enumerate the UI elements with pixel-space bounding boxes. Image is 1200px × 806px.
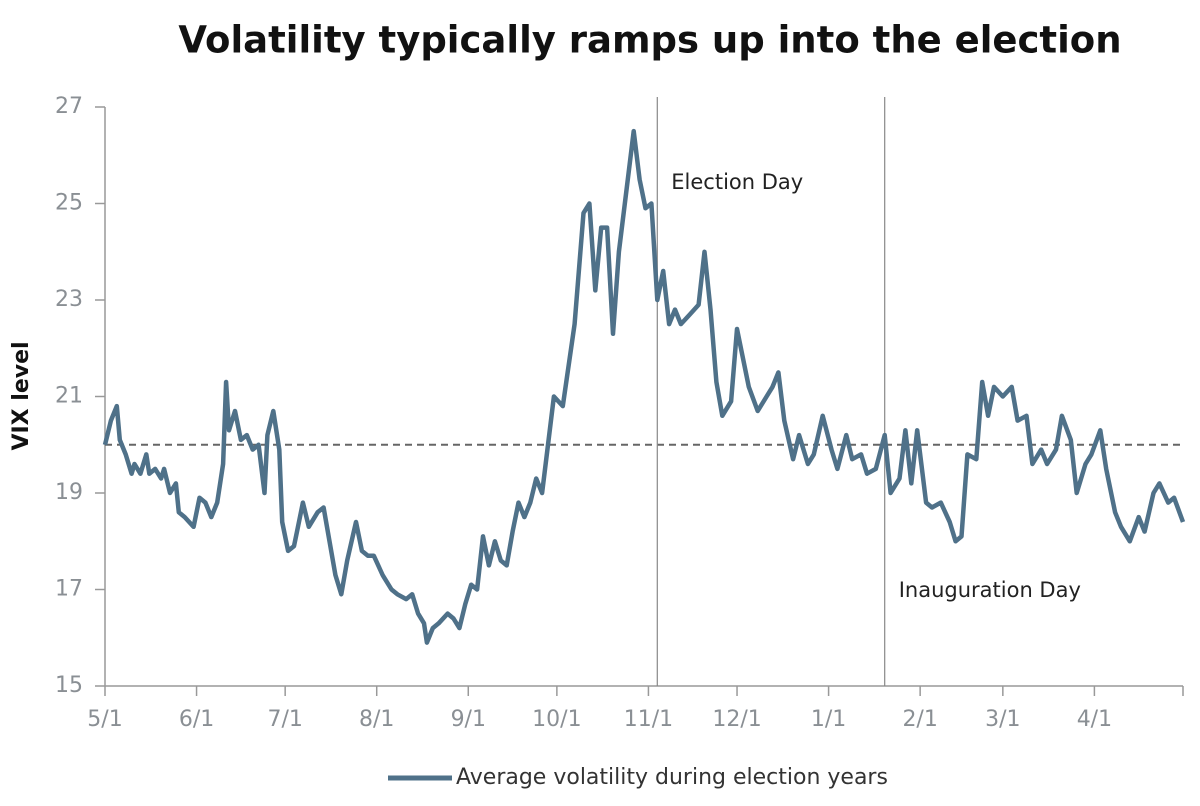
- y-tick-label: 17: [55, 577, 83, 602]
- data-line: [102, 128, 1186, 645]
- event-label: Inauguration Day: [899, 578, 1081, 602]
- x-tick-label: 4/1: [1077, 707, 1112, 732]
- chart-title: Volatility typically ramps up into the e…: [178, 19, 1121, 62]
- y-tick-label: 25: [55, 191, 83, 216]
- x-tick-label: 3/1: [985, 707, 1020, 732]
- legend-label: Average volatility during election years: [456, 765, 888, 790]
- x-tick-label: 7/1: [267, 707, 302, 732]
- x-tick-label: 12/1: [712, 707, 761, 732]
- x-tick-label: 1/1: [811, 707, 846, 732]
- y-axis-label: VIX level: [9, 341, 34, 450]
- y-tick-label: 27: [55, 94, 83, 119]
- x-tick-label: 8/1: [359, 707, 394, 732]
- y-tick-label: 21: [55, 384, 83, 409]
- x-tick-label: 9/1: [451, 707, 486, 732]
- event-label: Election Day: [671, 170, 803, 194]
- y-tick-label: 23: [55, 287, 83, 312]
- x-tick-label: 10/1: [532, 707, 581, 732]
- x-tick-label: 11/1: [624, 707, 673, 732]
- x-tick-label: 2/1: [902, 707, 937, 732]
- y-tick-label: 15: [55, 673, 83, 698]
- x-tick-label: 5/1: [87, 707, 122, 732]
- x-tick-label: 6/1: [179, 707, 214, 732]
- y-tick-label: 19: [55, 480, 83, 505]
